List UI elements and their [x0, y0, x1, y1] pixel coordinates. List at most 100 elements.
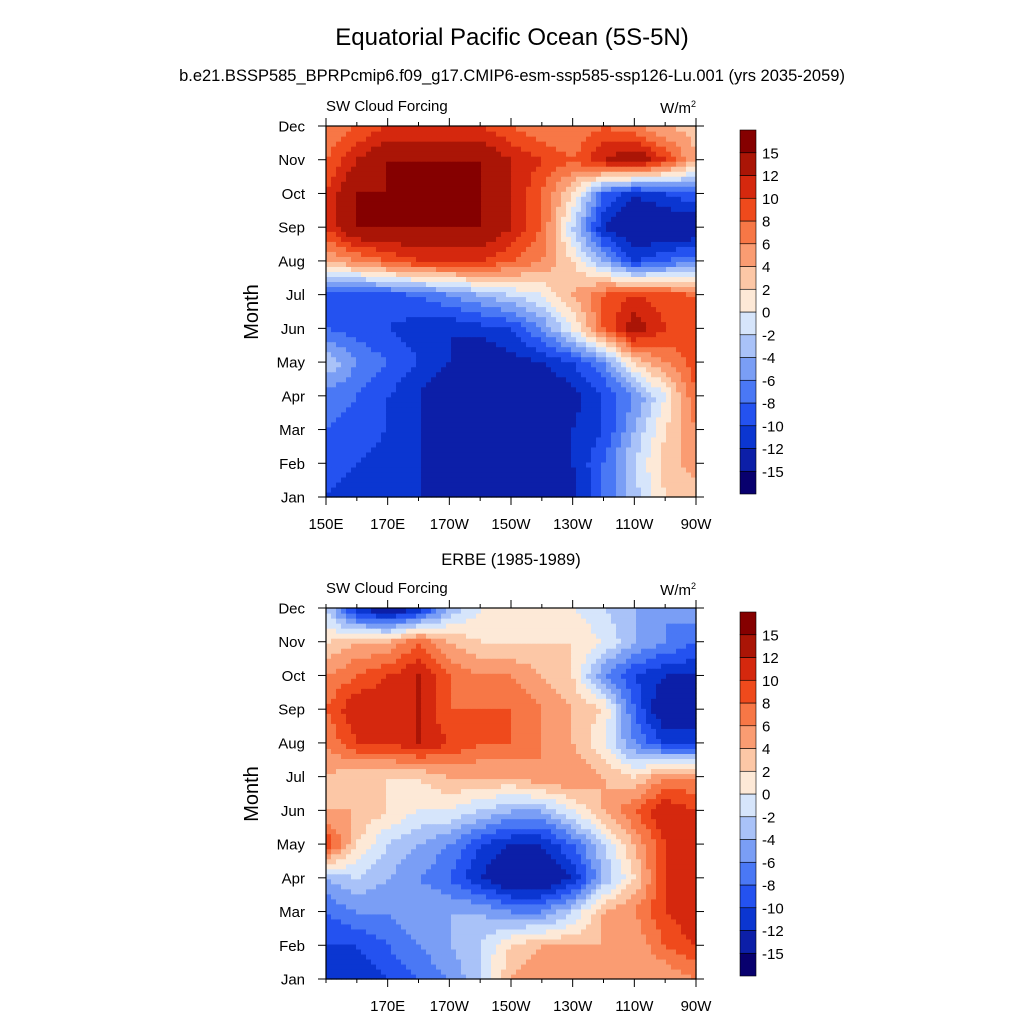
contour-cell: [356, 351, 362, 358]
contour-cell: [341, 356, 347, 363]
contour-cell: [636, 231, 642, 237]
contour-cell: [501, 196, 507, 202]
contour-cell: [371, 241, 377, 247]
contour-cell: [401, 346, 407, 353]
contour-cell: [561, 291, 567, 298]
contour-cell: [331, 346, 337, 353]
contour-cell: [666, 366, 672, 373]
contour-cell: [596, 166, 602, 172]
contour-cell: [536, 291, 542, 298]
contour-cell: [571, 271, 577, 277]
contour-cell: [411, 401, 417, 408]
contour-cell: [456, 261, 462, 267]
contour-cell: [601, 361, 607, 368]
contour-cell: [441, 276, 447, 283]
contour-cell: [646, 351, 652, 358]
contour-cell: [451, 226, 457, 232]
contour-cell: [426, 246, 432, 252]
contour-cell: [391, 441, 397, 448]
contour-cell: [471, 486, 477, 493]
contour-cell: [661, 381, 667, 388]
contour-cell: [581, 231, 587, 237]
contour-cell: [486, 291, 492, 298]
contour-cell: [671, 206, 677, 212]
contour-cell: [561, 326, 567, 333]
contour-cell: [571, 431, 577, 438]
contour-cell: [576, 261, 582, 267]
contour-cell: [441, 491, 447, 498]
contour-cell: [431, 236, 437, 242]
contour-cell: [546, 461, 552, 468]
contour-cell: [571, 326, 577, 333]
contour-cell: [461, 371, 467, 378]
contour-cell: [616, 436, 622, 443]
contour-cell: [556, 291, 562, 298]
contour-cell: [531, 451, 537, 458]
contour-cell: [656, 216, 662, 222]
contour-cell: [446, 271, 452, 277]
contour-cell: [501, 211, 507, 217]
contour-cell: [506, 386, 512, 393]
contour-cell: [466, 221, 472, 227]
contour-cell: [641, 246, 647, 252]
contour-cell: [576, 436, 582, 443]
contour-cell: [626, 451, 632, 458]
contour-cell: [541, 376, 547, 383]
contour-cell: [656, 296, 662, 303]
contour-cell: [591, 236, 597, 242]
contour-cell: [491, 441, 497, 448]
contour-cell: [486, 421, 492, 428]
contour-cell: [401, 451, 407, 458]
contour-cell: [471, 196, 477, 202]
contour-cell: [491, 461, 497, 468]
contour-cell: [486, 336, 492, 343]
contour-cell: [691, 286, 697, 293]
contour-cell: [656, 251, 662, 257]
contour-cell: [416, 491, 422, 498]
contour-cell: [496, 181, 502, 187]
contour-cell: [486, 176, 492, 182]
contour-cell: [491, 166, 497, 172]
contour-cell: [451, 451, 457, 458]
contour-cell: [531, 421, 537, 428]
contour-cell: [366, 216, 372, 222]
contour-cell: [541, 191, 547, 197]
contour-cell: [521, 376, 527, 383]
contour-cell: [406, 156, 412, 162]
contour-cell: [591, 286, 597, 293]
contour-cell: [676, 306, 682, 313]
contour-cell: [441, 371, 447, 378]
contour-cell: [416, 276, 422, 283]
contour-cell: [581, 381, 587, 388]
contour-cell: [691, 431, 697, 438]
contour-cell: [511, 476, 517, 483]
contour-cell: [471, 401, 477, 408]
contour-cell: [516, 491, 522, 498]
contour-cell: [501, 401, 507, 408]
contour-cell: [656, 431, 662, 438]
contour-cell: [521, 331, 527, 338]
contour-cell: [426, 491, 432, 498]
contour-cell: [431, 161, 437, 167]
contour-cell: [451, 321, 457, 328]
contour-cell: [651, 451, 657, 458]
contour-cell: [461, 276, 467, 283]
contour-cell: [481, 371, 487, 378]
contour-cell: [691, 491, 697, 498]
contour-cell: [391, 331, 397, 338]
contour-cell: [331, 376, 337, 383]
contour-cell: [436, 196, 442, 202]
contour-cell: [641, 386, 647, 393]
contour-cell: [386, 296, 392, 303]
contour-cell: [566, 251, 572, 257]
contour-cell: [451, 286, 457, 293]
contour-cell: [631, 291, 637, 298]
contour-cell: [531, 236, 537, 242]
contour-cell: [581, 366, 587, 373]
contour-cell: [631, 396, 637, 403]
contour-cell: [391, 421, 397, 428]
contour-cell: [586, 401, 592, 408]
contour-cell: [686, 266, 692, 272]
contour-cell: [566, 341, 572, 348]
contour-cell: [526, 471, 532, 478]
